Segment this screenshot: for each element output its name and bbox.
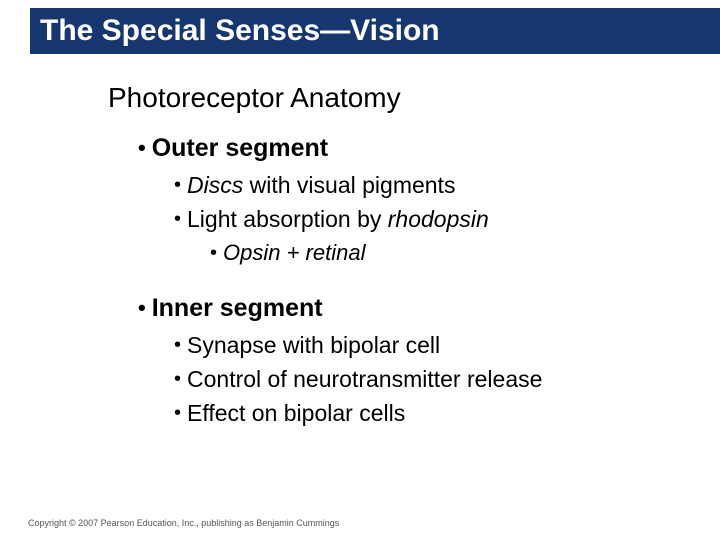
bullet-dot: •	[174, 396, 181, 430]
bullet-text: Synapse with bipolar cell	[187, 328, 440, 362]
bullet-level-1: • Inner segment	[138, 288, 698, 328]
bullet-text: Light absorption by rhodopsin	[187, 202, 489, 236]
bullet-text: Control of neurotransmitter release	[187, 362, 542, 396]
bullet-list: • Outer segment• Discs with visual pigme…	[138, 128, 698, 430]
bullet-level-2: • Discs with visual pigments	[174, 168, 698, 202]
bullet-level-2: • Effect on bipolar cells	[174, 396, 698, 430]
bullet-level-2: • Synapse with bipolar cell	[174, 328, 698, 362]
bullet-dot: •	[174, 362, 181, 396]
slide-title: The Special Senses—Vision	[40, 14, 440, 48]
bullet-dot: •	[210, 236, 217, 270]
bullet-text: Opsin + retinal	[223, 236, 365, 270]
bullet-level-1: • Outer segment	[138, 128, 698, 168]
bullet-text: Discs with visual pigments	[187, 168, 455, 202]
title-bar: The Special Senses—Vision	[30, 8, 720, 54]
bullet-dot: •	[138, 288, 146, 328]
bullet-level-3: • Opsin + retinal	[210, 236, 698, 270]
bullet-dot: •	[174, 328, 181, 362]
slide-subtitle: Photoreceptor Anatomy	[108, 82, 401, 114]
bullet-dot: •	[174, 202, 181, 236]
copyright-text: Copyright © 2007 Pearson Education, Inc.…	[28, 518, 339, 528]
bullet-dot: •	[138, 128, 146, 168]
bullet-text: Outer segment	[152, 128, 328, 168]
bullet-level-2: • Light absorption by rhodopsin	[174, 202, 698, 236]
bullet-text: Effect on bipolar cells	[187, 396, 405, 430]
bullet-text: Inner segment	[152, 288, 323, 328]
bullet-level-2: • Control of neurotransmitter release	[174, 362, 698, 396]
bullet-dot: •	[174, 168, 181, 202]
